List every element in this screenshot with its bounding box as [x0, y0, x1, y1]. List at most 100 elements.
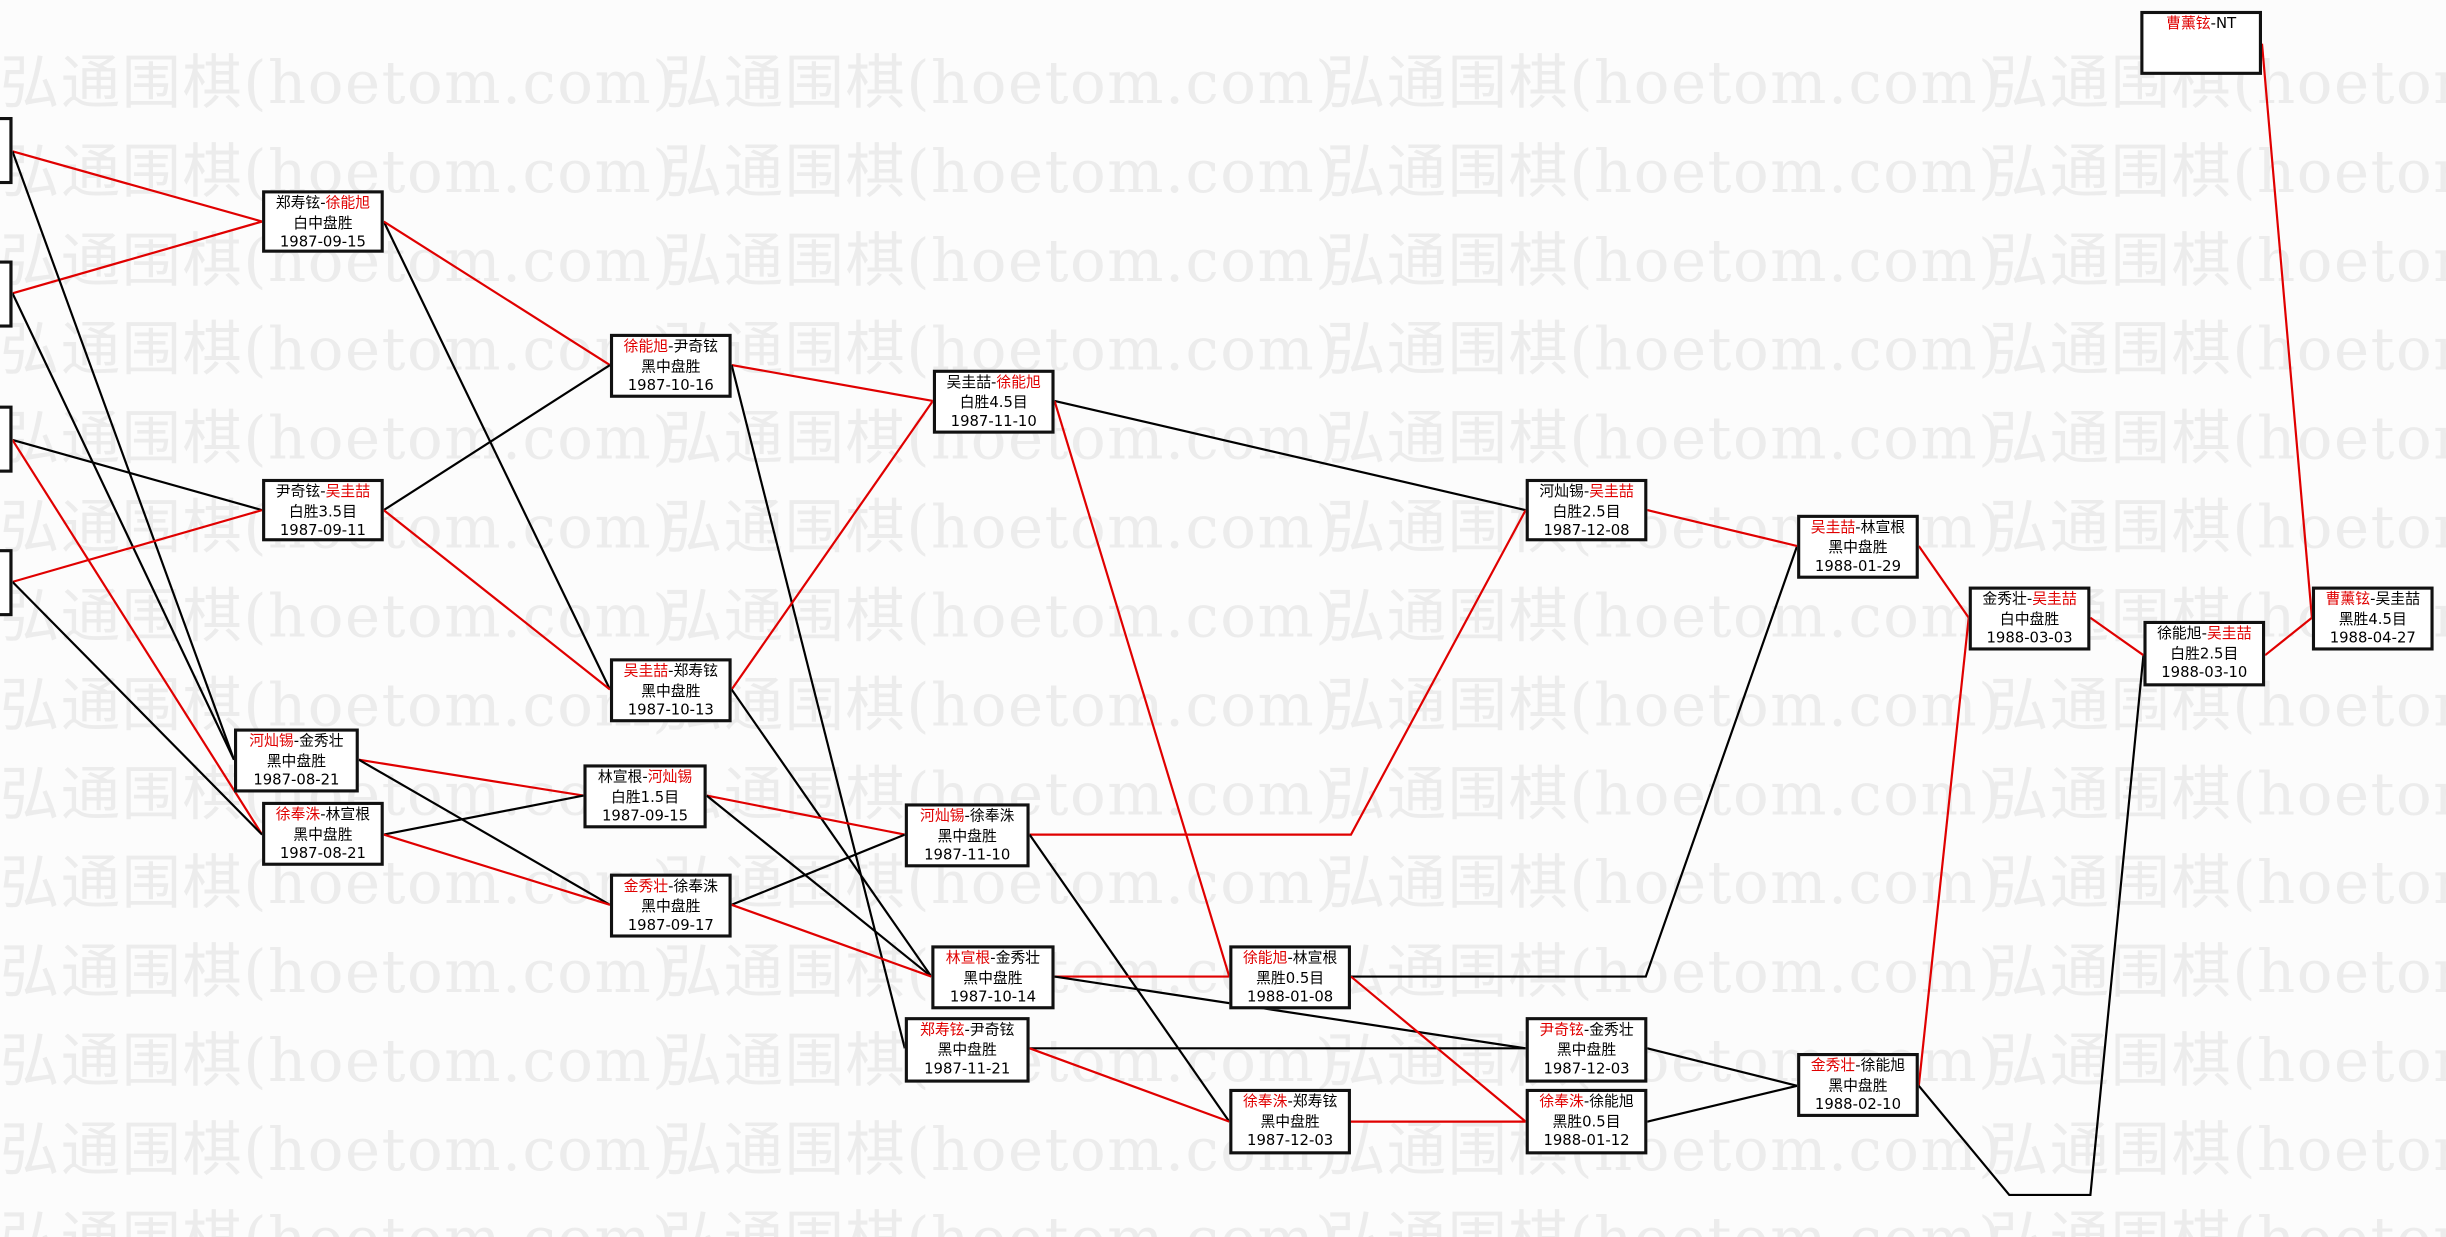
game-box[interactable]: 林宣根-河灿锡 白胜1.5目 1987-09-15 [583, 764, 707, 829]
white-player-name[interactable]: 徐奉洙 [673, 878, 718, 896]
game-box[interactable]: 林宣根-金秀壮 黑中盘胜 1987-10-14 [931, 945, 1055, 1010]
black-player-name[interactable]: 河灿锡 [249, 733, 294, 751]
game-result: 黑中盘胜 [1828, 538, 1888, 557]
game-box[interactable]: 徐奉洙-郑寿铉 黑中盘胜 1987-12-03 [1229, 1088, 1351, 1155]
game-date: 1988-02-10 [1814, 1096, 1902, 1114]
game-box[interactable]: 吴圭喆-徐能旭 白胜4.5目 1987-11-10 [932, 369, 1055, 434]
white-player-name[interactable]: 吴圭喆 [2375, 591, 2420, 609]
white-player-name[interactable]: 徐能旭 [1589, 1093, 1634, 1111]
game-result: 黑胜0.5目 [1552, 1113, 1621, 1131]
game-box[interactable]: 徐能旭-尹奇铉 黑中盘胜 1987-10-16 [609, 333, 732, 398]
watermark-text: 弘通围棋(hoetom.com) [663, 492, 1340, 562]
loser-connector-line [11, 581, 263, 836]
loser-connector-line [731, 833, 906, 906]
winner-connector-line [383, 220, 611, 366]
game-box[interactable]: 徐奉洙-徐能旭 黑胜0.5目 1988-01-12 [1525, 1088, 1648, 1155]
game-result: 黑胜4.5目 [2338, 610, 2407, 628]
separator: - [668, 663, 674, 681]
game-box[interactable]: 河灿锡-吴圭喆 白胜2.5目 1987-12-08 [1525, 478, 1648, 542]
game-result: 黑中盘胜 [1260, 1113, 1320, 1131]
loser-connector-line [383, 364, 611, 512]
game-box[interactable]: 徐能旭-林宣根 黑胜0.5目 1988-01-08 [1229, 945, 1351, 1010]
game-result: 黑中盘胜 [293, 826, 353, 844]
watermark-row: 弘通围棋(hoetom.com)弘通围棋(hoetom.com)弘通围棋(hoe… [0, 924, 2446, 1010]
white-player-name[interactable]: 尹奇铉 [673, 338, 718, 356]
black-player-name[interactable]: 河灿锡 [1539, 483, 1584, 501]
separator: - [1287, 950, 1293, 968]
white-player-name[interactable]: 吴圭喆 [2206, 625, 2252, 643]
game-date: 1988-04-27 [2329, 630, 2416, 648]
black-player-name[interactable]: 尹奇铉 [275, 483, 321, 501]
white-player-name[interactable]: 尹奇铉 [969, 1021, 1015, 1039]
black-player-name[interactable]: 徐奉洙 [1539, 1093, 1584, 1111]
black-player-name[interactable]: 徐能旭 [2157, 625, 2202, 643]
watermark-text: 弘通围棋(hoetom.com) [1988, 1026, 2446, 1096]
game-box[interactable]: 吴圭喆-郑寿铉 黑中盘胜 1987-10-13 [609, 658, 732, 723]
game-box[interactable]: 河灿锡-金秀壮 黑中盘胜 1987-08-21 [233, 728, 359, 793]
black-player-name[interactable]: 河灿锡 [920, 808, 965, 826]
separator: - [293, 733, 300, 751]
separator: - [1287, 1093, 1293, 1111]
white-player-name[interactable]: 林宣根 [1292, 950, 1338, 968]
loser-connector-line [383, 794, 584, 836]
black-player-name[interactable]: 吴圭喆 [946, 374, 992, 392]
white-player-name[interactable]: 吴圭喆 [2032, 591, 2077, 609]
separator: - [1583, 1093, 1590, 1111]
black-player-name[interactable]: 尹奇铉 [1539, 1021, 1584, 1039]
white-player-name[interactable]: 林宣根 [325, 806, 371, 824]
separator: - [2370, 591, 2376, 609]
black-player-name[interactable]: 曹薰铉 [2325, 591, 2371, 609]
game-box[interactable]: 金秀壮-徐奉洙 黑中盘胜 1987-09-17 [609, 873, 732, 938]
white-player-name[interactable]: 郑寿铉 [1292, 1093, 1338, 1111]
black-player-name[interactable]: 郑寿铉 [920, 1021, 965, 1039]
watermark-row: 弘通围棋(hoetom.com)弘通围棋(hoetom.com)弘通围棋(hoe… [0, 1101, 2446, 1187]
game-box[interactable]: 郑寿铉-徐能旭 白中盘胜 1987-09-15 [262, 190, 384, 253]
watermark-text: 弘通围棋(hoetom.com) [663, 137, 1340, 206]
winner-connector-line [1647, 509, 1798, 548]
game-date: 1987-12-03 [1543, 1060, 1630, 1078]
white-player-name[interactable]: 郑寿铉 [673, 663, 718, 681]
black-player-name[interactable]: 徐奉洙 [1242, 1093, 1288, 1111]
black-player-name[interactable]: 徐能旭 [623, 338, 669, 356]
game-box[interactable]: 曹薰铉-吴圭喆 黑胜4.5目 1988-04-27 [2311, 586, 2434, 651]
black-player-name[interactable]: 徐能旭 [1242, 950, 1288, 968]
white-player-name[interactable]: 徐能旭 [1860, 1057, 1906, 1075]
white-player-name[interactable]: NT [2216, 15, 2237, 33]
game-box[interactable]: 曹薰铉-NT [2140, 10, 2262, 75]
black-player-name[interactable]: 郑寿铉 [275, 195, 321, 213]
game-box[interactable]: 徐奉洙-林宣根 黑中盘胜 1987-08-21 [262, 801, 384, 866]
game-box[interactable]: 郑寿铉-尹奇铉 黑中盘胜 1987-11-21 [904, 1017, 1030, 1083]
white-player-name[interactable]: 金秀壮 [1589, 1021, 1634, 1039]
white-player-name[interactable]: 林宣根 [1860, 519, 1906, 537]
players-line: 吴圭喆-林宣根 [1800, 519, 1915, 539]
game-box[interactable]: 吴圭喆-林宣根 黑中盘胜 1988-01-29 [1797, 514, 1919, 579]
game-box[interactable]: 金秀壮-吴圭喆 白中盘胜 1988-03-03 [1968, 586, 2091, 651]
white-player-name[interactable]: 徐奉洙 [969, 808, 1015, 826]
white-player-name[interactable]: 徐能旭 [325, 195, 371, 213]
white-player-name[interactable]: 金秀壮 [299, 733, 344, 751]
black-player-name[interactable]: 吴圭喆 [1810, 519, 1856, 537]
black-player-name[interactable]: 林宣根 [597, 769, 643, 787]
white-player-name[interactable]: 河灿锡 [647, 769, 693, 787]
white-player-name[interactable]: 金秀壮 [995, 950, 1041, 968]
black-player-name[interactable]: 曹薰铉 [2166, 15, 2211, 33]
black-player-name[interactable]: 金秀壮 [623, 878, 669, 896]
white-player-name[interactable]: 吴圭喆 [1589, 483, 1634, 501]
game-box[interactable]: 尹奇铉-金秀壮 黑中盘胜 1987-12-03 [1525, 1017, 1648, 1083]
black-player-name[interactable]: 吴圭喆 [623, 663, 669, 681]
game-box-offscreen [0, 549, 13, 617]
black-player-name[interactable]: 徐奉洙 [275, 806, 321, 824]
watermark-text: 弘通围棋(hoetom.com) [1326, 848, 2003, 918]
game-box[interactable]: 尹奇铉-吴圭喆 白胜3.5目 1987-09-11 [262, 478, 384, 542]
black-player-name[interactable]: 林宣根 [945, 950, 991, 968]
white-player-name[interactable]: 徐能旭 [996, 374, 1041, 392]
black-player-name[interactable]: 金秀壮 [1810, 1057, 1856, 1075]
black-player-name[interactable]: 金秀壮 [1982, 591, 2027, 609]
game-box[interactable]: 河灿锡-徐奉洙 黑中盘胜 1987-11-10 [904, 803, 1030, 868]
winner-connector-line [2089, 616, 2145, 657]
game-date: 1987-10-14 [949, 989, 1037, 1007]
game-box[interactable]: 金秀壮-徐能旭 黑中盘胜 1988-02-10 [1797, 1053, 1919, 1117]
white-player-name[interactable]: 吴圭喆 [325, 483, 371, 501]
game-box[interactable]: 徐能旭-吴圭喆 白胜2.5目 1988-03-10 [2143, 620, 2266, 687]
